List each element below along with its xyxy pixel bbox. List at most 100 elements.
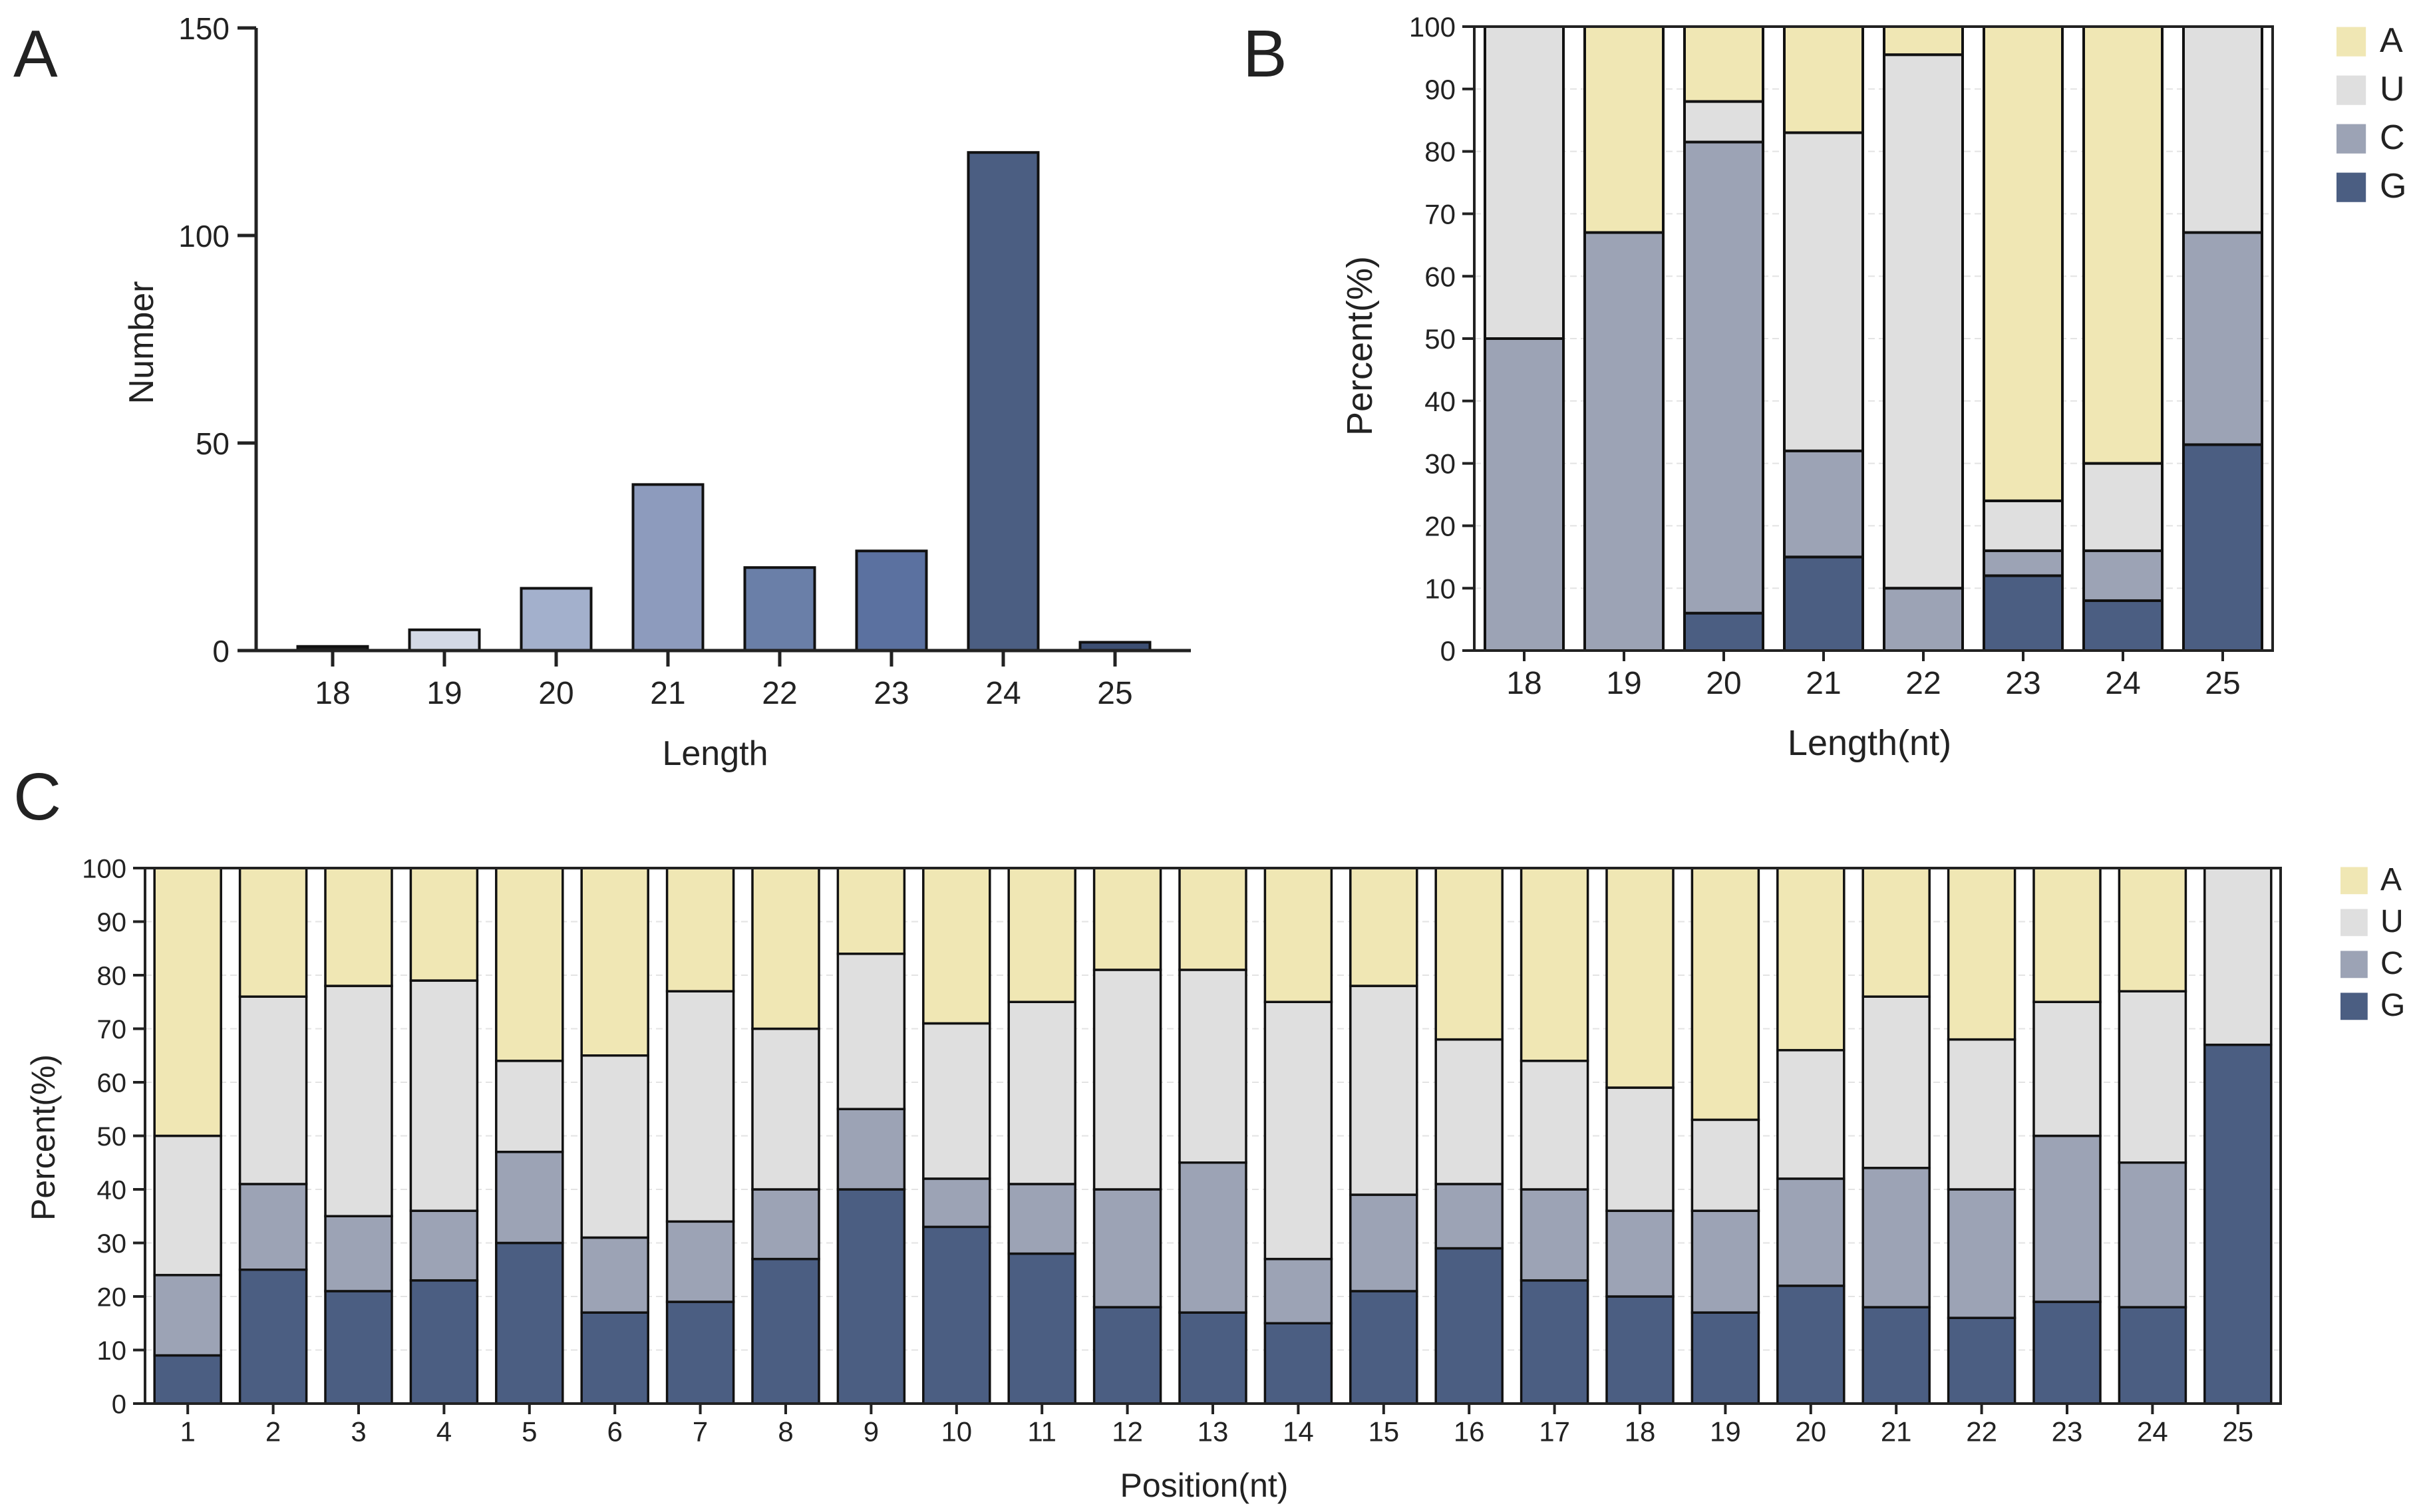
bar-segment-C-20 [1776, 1177, 1846, 1287]
x-tick-label: 15 [1368, 1416, 1399, 1447]
bar-segment-G-25 [2203, 1043, 2273, 1405]
bar-segment-A-6 [580, 867, 649, 1057]
bar-segment-A-1 [153, 867, 222, 1137]
bar-segment-U-7 [665, 990, 735, 1223]
y-tick-label: 80 [1424, 136, 1456, 168]
bar-segment-G-9 [836, 1188, 906, 1405]
x-tick-label: 21 [1881, 1416, 1912, 1447]
legend-swatch-G [2336, 172, 2366, 202]
y-tick-label: 70 [1424, 199, 1456, 230]
bar-segment-G-7 [665, 1300, 735, 1405]
bar-segment-A-19 [1583, 25, 1665, 234]
bar-segment-U-25 [2182, 25, 2263, 234]
bar-segment-A-23 [1983, 25, 2064, 502]
bar-segment-A-9 [836, 867, 906, 955]
y-axis-label: Percent(%) [1340, 256, 1380, 436]
bar-segment-G-23 [1983, 574, 2064, 652]
x-axis-label: Length(nt) [1788, 723, 1951, 763]
x-tick-label: 20 [1706, 666, 1741, 701]
bar-23 [855, 549, 928, 652]
y-axis-label: Number [122, 281, 161, 404]
bar-segment-G-1 [153, 1354, 222, 1405]
x-tick-label: 3 [351, 1416, 366, 1447]
bar-segment-U-11 [1007, 1000, 1076, 1185]
y-tick-label: 50 [196, 426, 230, 461]
x-tick-label: 21 [650, 676, 685, 711]
x-tick-label: 25 [2222, 1416, 2253, 1447]
y-tick-label: 90 [1424, 74, 1456, 105]
panel-label: B [1243, 17, 1287, 91]
bar-segment-U-24 [2082, 462, 2164, 552]
bar-segment-A-20 [1683, 25, 1764, 103]
bar-segment-A-16 [1434, 867, 1504, 1041]
y-axis-label: Percent(%) [25, 1054, 62, 1221]
x-tick-label: 19 [1606, 666, 1641, 701]
bar-segment-A-3 [324, 867, 393, 987]
bar-22 [743, 566, 816, 653]
bar-segment-C-19 [1690, 1209, 1760, 1314]
bar-segment-A-19 [1690, 867, 1760, 1122]
legend-label-G: G [2380, 988, 2405, 1023]
bar-segment-A-18 [1605, 867, 1675, 1089]
bar-segment-U-17 [1520, 1060, 1589, 1191]
bar-21 [631, 483, 705, 653]
x-tick-label: 23 [874, 676, 909, 711]
x-tick-label: 9 [864, 1416, 879, 1447]
bar-segment-G-13 [1178, 1311, 1247, 1405]
bar-segment-A-8 [751, 867, 820, 1030]
y-tick-label: 10 [97, 1336, 127, 1366]
x-axis-label: Length [662, 734, 768, 773]
bar-segment-C-4 [409, 1209, 479, 1282]
bar-segment-G-3 [324, 1290, 393, 1405]
y-tick-label: 40 [1424, 386, 1456, 417]
x-tick-label: 25 [1097, 676, 1132, 711]
x-tick-label: 14 [1283, 1416, 1314, 1447]
bar-segment-G-21 [1861, 1306, 1931, 1405]
bar-segment-G-2 [238, 1269, 308, 1405]
bar-segment-G-10 [922, 1225, 991, 1405]
legend-label-G: G [2380, 167, 2406, 206]
bar-segment-G-6 [580, 1311, 649, 1405]
legend-label-C: C [2380, 946, 2404, 981]
x-tick-label: 11 [1027, 1416, 1056, 1447]
bar-segment-C-11 [1007, 1183, 1076, 1255]
bar-segment-G-23 [2032, 1300, 2102, 1405]
y-tick-label: 30 [97, 1229, 127, 1259]
bar-segment-C-18 [1484, 337, 1565, 652]
bar-segment-U-14 [1263, 1000, 1333, 1261]
y-tick-label: 20 [1424, 511, 1456, 542]
bar-segment-C-9 [836, 1108, 906, 1191]
bar-segment-C-21 [1783, 449, 1864, 559]
bar-segment-C-14 [1263, 1257, 1333, 1325]
bar-segment-A-11 [1007, 867, 1076, 1003]
bar-segment-C-7 [665, 1220, 735, 1303]
bar-segment-G-14 [1263, 1322, 1333, 1405]
bar-segment-A-15 [1349, 867, 1418, 987]
y-tick-label: 40 [97, 1175, 127, 1205]
bar-segment-U-23 [2032, 1000, 2102, 1137]
y-tick-label: 30 [1424, 448, 1456, 480]
bar-segment-U-3 [324, 984, 393, 1217]
x-tick-label: 2 [265, 1416, 281, 1447]
bar-segment-A-12 [1092, 867, 1162, 971]
bar-segment-A-23 [2032, 867, 2102, 1003]
bar-segment-U-20 [1683, 100, 1764, 144]
bar-segment-G-24 [2082, 599, 2164, 653]
x-tick-label: 18 [315, 676, 350, 711]
x-tick-label: 18 [1506, 666, 1541, 701]
legend-swatch-C [2340, 951, 2368, 979]
legend-label-U: U [2380, 70, 2405, 108]
bar-segment-U-8 [751, 1027, 820, 1191]
bar-segment-G-24 [2118, 1306, 2187, 1405]
bar-segment-C-17 [1520, 1188, 1589, 1282]
y-tick-label: 0 [1440, 635, 1456, 667]
legend-swatch-U [2336, 75, 2366, 105]
bar-segment-C-13 [1178, 1161, 1247, 1314]
bar-segment-G-16 [1434, 1247, 1504, 1405]
bar-segment-A-24 [2082, 25, 2164, 465]
x-tick-label: 13 [1198, 1416, 1229, 1447]
bar-segment-C-18 [1605, 1209, 1675, 1298]
bar-segment-C-24 [2118, 1161, 2187, 1308]
